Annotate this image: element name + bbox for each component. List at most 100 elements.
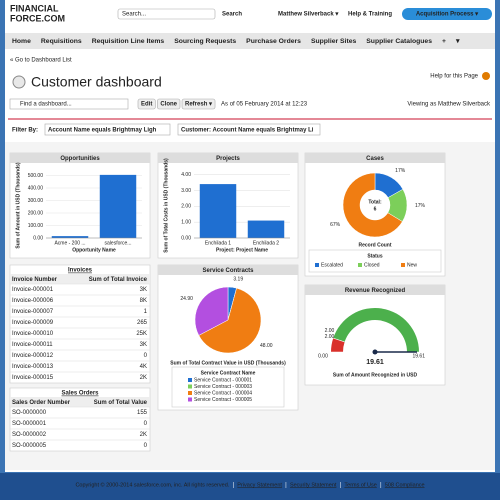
cell: 0: [144, 443, 148, 449]
legend-label: New: [407, 262, 417, 268]
cell: Invoice-000001: [12, 287, 54, 293]
y-tick-label: 100.00: [28, 223, 44, 229]
button-label[interactable]: Refresh ▾: [185, 102, 213, 108]
filter[interactable]: Account Name equals Brightmay Ligh: [48, 128, 157, 134]
cell: Invoice-000013: [12, 364, 54, 370]
panel-header: [305, 285, 445, 295]
nav-tab[interactable]: Supplier Sites: [311, 38, 357, 45]
cell: 2K: [140, 432, 147, 438]
nav-tab[interactable]: ▾: [455, 38, 460, 45]
cell: 0: [144, 421, 148, 427]
legend-label: Service Contract - 000004: [194, 390, 252, 396]
header-row: [10, 397, 150, 407]
panel-title: Cases: [366, 156, 384, 162]
slice-label: 17%: [395, 168, 406, 174]
app-menu[interactable]: Acquisition Process ▾: [416, 12, 479, 18]
y-axis-label: Sum of Total Costs in USD (Thousands): [163, 158, 169, 253]
app-button[interactable]: [402, 8, 492, 20]
donut-hole: [360, 190, 390, 220]
button-label[interactable]: Clone: [160, 102, 177, 108]
footer-text[interactable]: Privacy Statement: [237, 482, 282, 488]
legend: [308, 249, 442, 273]
legend-swatch: [188, 384, 192, 389]
cell: 3K: [140, 342, 147, 348]
x-axis-label: Project: Project Name: [216, 247, 268, 253]
cell: 25K: [136, 331, 147, 337]
nav-tab[interactable]: Purchase Orders: [246, 38, 301, 45]
button[interactable]: [137, 98, 156, 110]
nav-tab[interactable]: +: [442, 38, 446, 45]
total-label: Total:: [368, 199, 382, 205]
search-placeholder: Search...: [122, 12, 146, 18]
page-title: Customer dashboard: [31, 74, 162, 90]
help-link[interactable]: Help & Training: [348, 12, 392, 18]
gauge-tick-label: 2.00: [325, 328, 335, 334]
gauge-tick: [333, 337, 345, 343]
slice-label: 67%: [330, 222, 341, 228]
legend-label: Escalated: [321, 262, 343, 268]
back-link[interactable]: « Go to Dashboard List: [10, 58, 72, 64]
panel-title: Projects: [216, 156, 240, 162]
cell: Invoice-000015: [12, 375, 54, 381]
find-box[interactable]: [9, 98, 129, 110]
y-tick-label: 4.00: [181, 172, 191, 178]
panel-title: Opportunities: [60, 156, 100, 162]
y-tick-label: 2.00: [181, 204, 191, 210]
nav-tab[interactable]: Supplier Catalogues: [366, 38, 432, 45]
find-placeholder: Find a dashboard...: [20, 102, 72, 108]
as-of: As of 05 February 2014 at 12:23: [221, 102, 308, 108]
column-header: Sum of Total Value: [94, 400, 148, 406]
caption: Record Count: [358, 242, 391, 248]
button[interactable]: [157, 98, 181, 110]
legend-swatch: [315, 263, 319, 267]
nav-tab[interactable]: Requisitions: [41, 38, 82, 45]
slice: [194, 286, 229, 336]
slice-label: 3.19: [233, 277, 243, 283]
filter-select[interactable]: [177, 123, 321, 136]
gauge-tick-label: 0.00: [318, 353, 328, 359]
cell: Invoice-000010: [12, 331, 54, 337]
caption: Sum of Total Contract Value in USD (Thou…: [170, 360, 286, 366]
panel-header: [10, 153, 150, 163]
filter-select[interactable]: [44, 123, 171, 136]
footer-text[interactable]: 508 Compliance: [385, 482, 425, 488]
search-button[interactable]: Search: [222, 12, 242, 18]
y-tick-label: 400.00: [28, 185, 44, 191]
user-menu[interactable]: Matthew Silverback ▾: [278, 12, 339, 18]
table-title: Sales Orders: [61, 391, 99, 397]
nav-tab[interactable]: Requisition Line Items: [92, 38, 165, 45]
nav-tab[interactable]: Home: [12, 38, 31, 45]
panel-header: [158, 153, 298, 163]
help-page[interactable]: Help for this Page: [430, 74, 478, 80]
y-tick-label: 1.00: [181, 219, 191, 225]
cell: 2K: [140, 375, 147, 381]
footer-text[interactable]: Terms of Use: [344, 482, 376, 488]
gauge-band: [333, 307, 419, 352]
footer-text[interactable]: Security Statement: [290, 482, 337, 488]
help-icon: [482, 72, 490, 80]
x-tick-label: salesforce...: [105, 240, 132, 246]
y-tick-label: 200.00: [28, 210, 44, 216]
logo: FINANCIAL: [10, 3, 59, 13]
legend-title: Status: [367, 253, 383, 259]
filter[interactable]: Customer: Account Name equals Brightmay …: [181, 128, 314, 134]
needle-hub: [372, 349, 378, 355]
legend-label: Closed: [364, 262, 380, 268]
legend-swatch: [188, 397, 192, 402]
button[interactable]: [181, 98, 216, 110]
logo: FORCE.COM: [10, 13, 65, 23]
cell: 3K: [140, 287, 147, 293]
footer-text: Copyright © 2000-2014 salesforce.com, in…: [75, 481, 229, 488]
cell: 4K: [140, 364, 147, 370]
cell: 155: [137, 410, 148, 416]
footer-bar: [0, 473, 500, 500]
slice-label: 24.90: [180, 296, 193, 302]
search-box[interactable]: [117, 8, 216, 20]
cell: Invoice-000012: [12, 353, 54, 359]
slice-label: 17%: [415, 203, 426, 209]
cell: Invoice-000011: [12, 342, 53, 348]
button-label[interactable]: Edit: [141, 102, 152, 108]
nav-tab[interactable]: Sourcing Requests: [174, 38, 236, 45]
cell: Invoice-000006: [12, 298, 54, 304]
y-axis-label: Sum of Amount in USD (Thousands): [15, 162, 21, 249]
